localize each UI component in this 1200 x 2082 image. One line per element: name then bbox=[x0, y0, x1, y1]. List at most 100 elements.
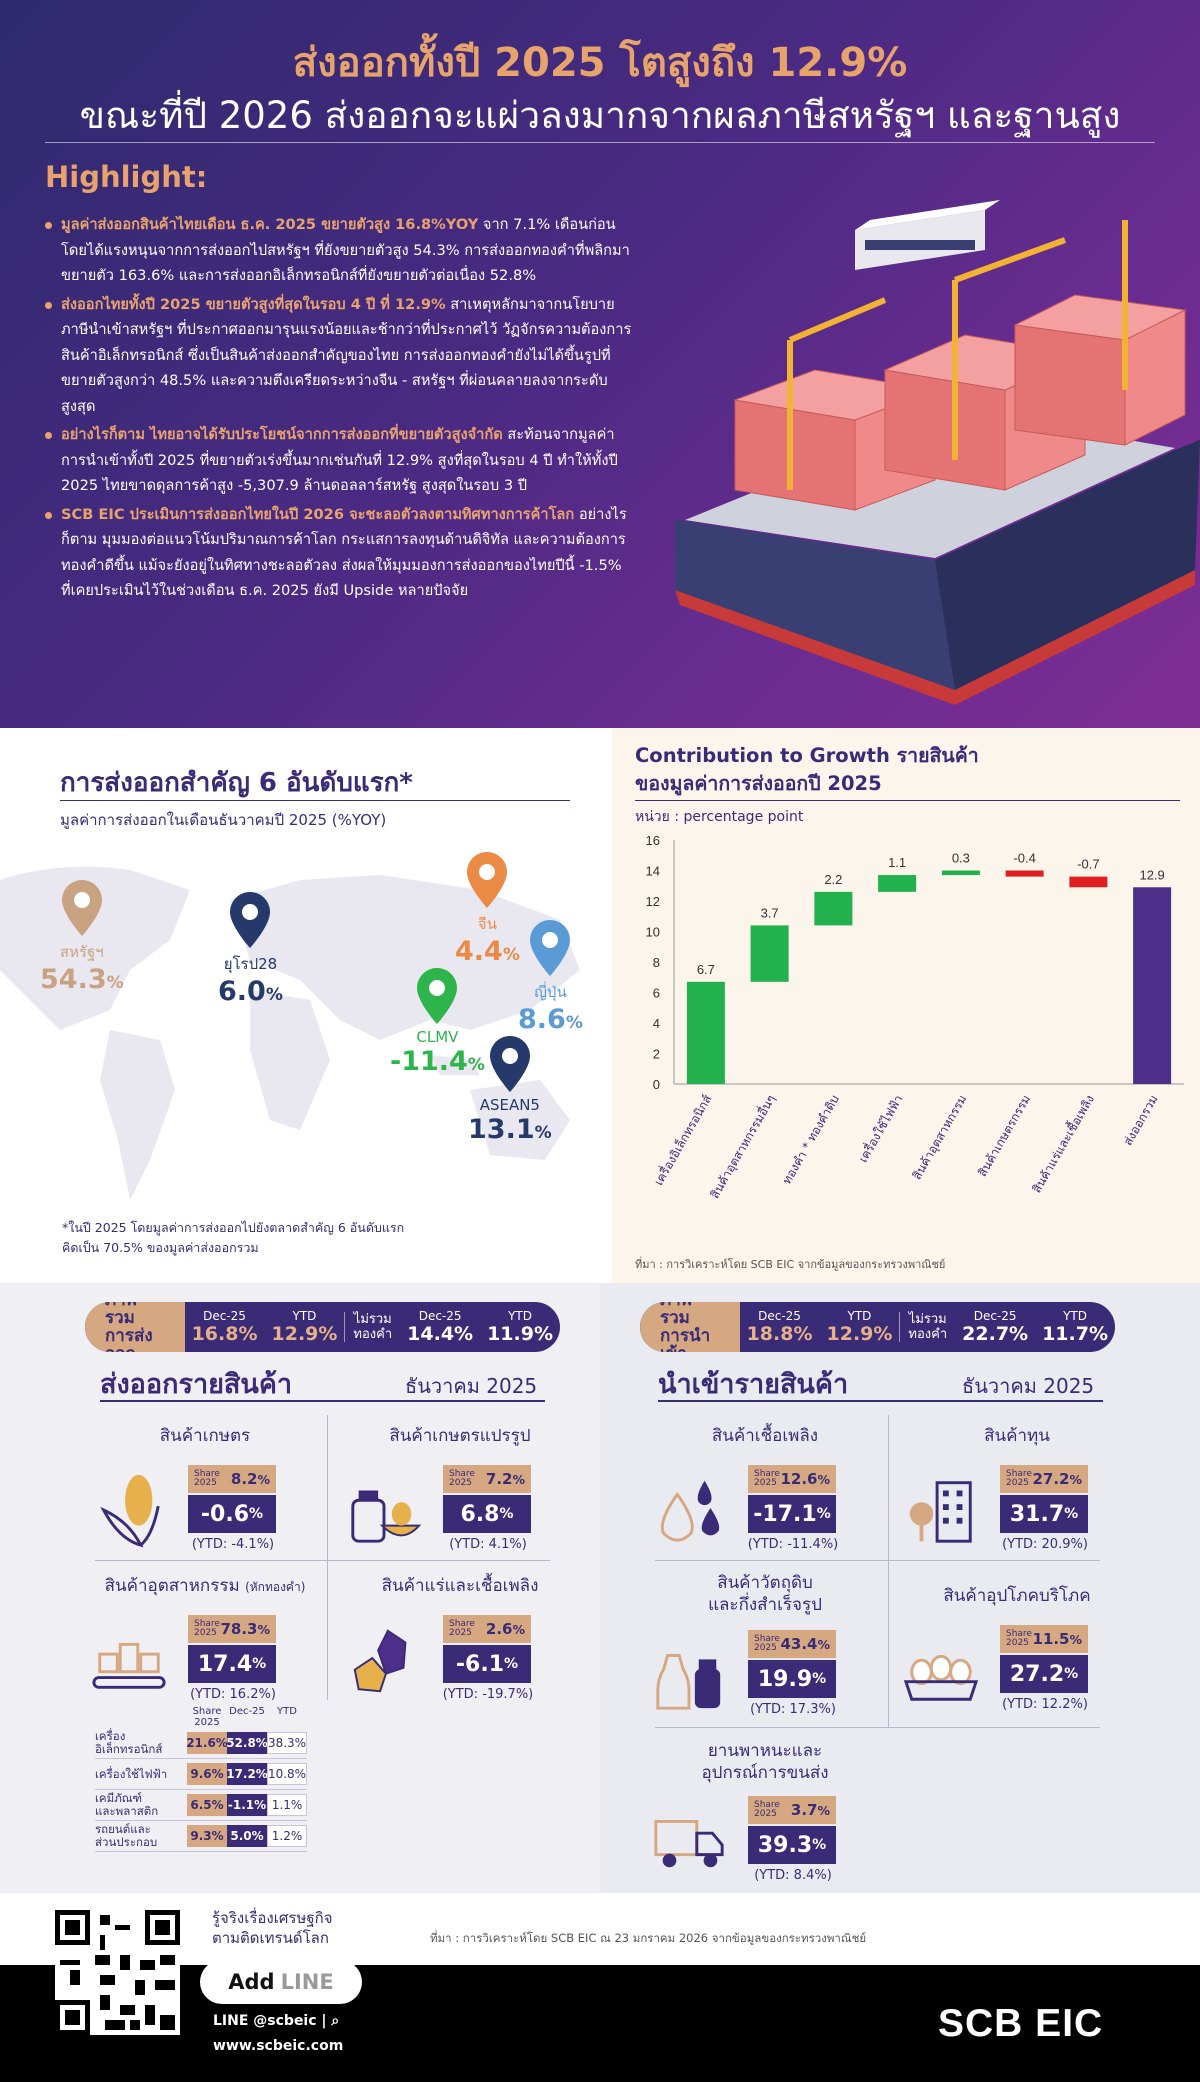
data-label: -0.7 bbox=[1077, 857, 1099, 872]
x-tick-label: เครื่องใช้ไฟฟ้า bbox=[854, 1092, 906, 1165]
data-label: 6.7 bbox=[697, 962, 715, 977]
waterfall-bar bbox=[878, 875, 917, 892]
top6-title: การส่งออกสำคัญ 6 อันดับแรก* bbox=[60, 768, 413, 798]
highlight-item: มูลค่าส่งออกสินค้าไทยเดือน ธ.ค. 2025 ขยา… bbox=[45, 212, 635, 289]
y-tick-label: 2 bbox=[653, 1047, 660, 1062]
exports-date: ธันวาคม 2025 bbox=[405, 1374, 538, 1398]
subtable-header: Share 2025 Dec-25 YTD bbox=[192, 1706, 297, 1728]
main-subtitle: ขณะที่ปี 2026 ส่งออกจะแผ่วลงมากจากผลภาษี… bbox=[79, 94, 1121, 137]
imports-divider bbox=[658, 1400, 1103, 1402]
waterfall-bar bbox=[814, 891, 853, 926]
waterfall-bar bbox=[1069, 876, 1108, 888]
contribution-title: Contribution to Growth รายสินค้า ของมูลค… bbox=[635, 744, 979, 795]
contribution-waterfall-chart: 0 2 4 6 8 10 12 14 16 6.7 เครื่องอิเล็กทรอนิกส์ 3.7… bbox=[646, 833, 1184, 1202]
imports-date: ธันวาคม 2025 bbox=[962, 1374, 1095, 1398]
map-pin-icon bbox=[489, 1036, 530, 1092]
market-pin-asean5: ASEAN5 13.1% bbox=[468, 1036, 552, 1145]
data-label: 1.1 bbox=[888, 855, 906, 870]
corn-icon bbox=[100, 1474, 160, 1548]
world-map bbox=[0, 866, 580, 1200]
exports-by-product-title: ส่งออกรายสินค้า bbox=[100, 1369, 293, 1400]
egg-tray-icon bbox=[903, 1654, 979, 1701]
map-pin-icon bbox=[530, 920, 571, 976]
y-tick-label: 8 bbox=[653, 955, 660, 970]
exports-grid-divider bbox=[95, 1560, 550, 1561]
map-pin-icon bbox=[230, 892, 271, 948]
data-label: 3.7 bbox=[761, 905, 779, 920]
x-tick-label: สินค้าเกษตรกรรม bbox=[975, 1093, 1033, 1180]
import-card-fuel: สินค้าเชื้อเพลิง Share 2025 12.6% -17.1% (… bbox=[640, 1425, 890, 1565]
building-icon bbox=[909, 1481, 972, 1543]
table-row: เครื่องใช้ไฟฟ้า 9.6% 17.2% 10.8% bbox=[95, 1759, 307, 1790]
data-label: 0.3 bbox=[952, 851, 970, 866]
y-tick-label: 12 bbox=[646, 894, 660, 909]
waterfall-bar bbox=[1005, 870, 1044, 877]
imports-grid-divider bbox=[655, 1560, 1100, 1561]
top6-footnote: *ในปี 2025 โดยมูลค่าการส่งออกไปยังตลาดสำ… bbox=[62, 1220, 405, 1255]
add-line-button[interactable]: Add LINE bbox=[200, 1960, 362, 2004]
crystal-rock-icon bbox=[353, 1629, 407, 1693]
imports-grid-divider bbox=[655, 1727, 1100, 1728]
export-card-agriculture: สินค้าเกษตร Share 2025 8.2% -0.6% (YTD: -4… bbox=[80, 1425, 330, 1565]
export-card-minerals-fuel: สินค้าแร่และเชื้อเพลิง Share 2025 2.6% -6.… bbox=[335, 1575, 585, 1715]
scb-eic-logo: SCB EIC bbox=[938, 2002, 1104, 2045]
highlight-item: ส่งออกไทยทั้งปี 2025 ขยายตัวสูงที่สุดในร… bbox=[45, 292, 635, 420]
waterfall-bar bbox=[686, 981, 725, 1084]
x-tick-label: เครื่องอิเล็กทรอนิกส์ bbox=[650, 1091, 715, 1188]
footer-source: ที่มา : การวิเคราะห์โดย SCB EIC ณ 23 มกร… bbox=[430, 1931, 867, 1945]
hero-section: ส่งออกทั้งปี 2025 โตสูงถึง 12.9% ขณะที่ป… bbox=[0, 0, 1200, 728]
y-tick-label: 6 bbox=[653, 986, 660, 1001]
waterfall-bar bbox=[1133, 887, 1172, 1084]
line-id[interactable]: LINE @scbeic | ⌕ bbox=[213, 2013, 340, 2029]
highlight-list: มูลค่าส่งออกสินค้าไทยเดือน ธ.ค. 2025 ขยา… bbox=[45, 212, 635, 607]
conveyor-boxes-icon bbox=[92, 1642, 166, 1689]
website-link[interactable]: www.scbeic.com bbox=[213, 2038, 344, 2054]
delivery-truck-icon bbox=[654, 1819, 724, 1868]
table-row: รถยนต์และ ส่วนประกอบ 9.3% 5.0% 1.2% bbox=[95, 1821, 307, 1852]
x-tick-label: สินค้าอุตสาหกรรม bbox=[910, 1093, 971, 1183]
x-tick-label: ทองคำ * ทองคำดิบ bbox=[780, 1093, 842, 1187]
market-pin-usa: สหรัฐฯ 54.3% bbox=[40, 880, 124, 995]
highlight-item: SCB EIC ประเมินการส่งออกไทยในปี 2026 จะช… bbox=[45, 502, 635, 604]
exports-divider bbox=[100, 1400, 545, 1402]
data-label: 12.9 bbox=[1139, 867, 1164, 882]
industrial-subtable: Share 2025 Dec-25 YTD เครื่อง อิเล็กทรอนิ… bbox=[95, 1706, 307, 1852]
data-label: 2.2 bbox=[824, 872, 842, 887]
y-tick-label: 4 bbox=[653, 1016, 660, 1031]
imports-panel bbox=[600, 1283, 1200, 1893]
top6-divider bbox=[60, 800, 570, 801]
y-tick-label: 16 bbox=[646, 833, 660, 848]
market-pin-japan: ญี่ปุ่น 8.6% bbox=[518, 920, 583, 1035]
main-title: ส่งออกทั้งปี 2025 โตสูงถึง 12.9% bbox=[292, 40, 908, 86]
exports-grid-divider bbox=[327, 1415, 328, 1700]
contribution-source: ที่มา : การวิเคราะห์โดย SCB EIC จากข้อมู… bbox=[635, 1258, 946, 1271]
oil-drops-icon bbox=[660, 1480, 720, 1542]
export-card-processed-agriculture: สินค้าเกษตรแปรรูป Share 2025 7.2% 6.8% (YT… bbox=[335, 1425, 585, 1565]
market-pin-china: จีน 4.4% bbox=[455, 852, 520, 967]
top6-subtitle: มูลค่าการส่งออกในเดือนธันวาคมปี 2025 (%Y… bbox=[60, 811, 387, 829]
contribution-unit: หน่วย : percentage point bbox=[635, 809, 804, 825]
data-label: -0.4 bbox=[1013, 851, 1035, 866]
market-pin-eu28: ยุโรป28 6.0% bbox=[218, 892, 283, 1007]
export-card-industrial: สินค้าอุตสาหกรรม (หักทองคำ) Share 2025 78.… bbox=[80, 1575, 330, 1715]
import-card-consumer: สินค้าอุปโภคบริโภค Share 2025 11.5% 27.2% … bbox=[892, 1585, 1142, 1725]
import-card-raw-materials: สินค้าวัตถุดิบ และกึ่งสำเร็จรูป Share 2025… bbox=[640, 1572, 890, 1732]
imports-grid-divider bbox=[888, 1415, 889, 1727]
x-tick-label: สินค้าอุตสาหกรรมอื่นๆ bbox=[706, 1092, 779, 1202]
table-row: เคมีภัณฑ์ และพลาสติก 6.5% -1.1% 1.1% bbox=[95, 1790, 307, 1821]
y-tick-label: 0 bbox=[653, 1077, 660, 1092]
qr-code-icon[interactable] bbox=[55, 1910, 180, 2035]
cargo-ship-illustration bbox=[675, 200, 1200, 705]
follow-tagline: รู้จริงเรื่องเศรษฐกิจ ตามติดเทรนด์โลก bbox=[212, 1909, 333, 1947]
import-card-vehicles: ยานพาหนะและ อุปกรณ์การขนส่ง Share 2025 3.7%… bbox=[640, 1740, 890, 1890]
x-tick-label: สินค้าแร่และเชื้อเพลิง bbox=[1028, 1092, 1097, 1196]
header-divider bbox=[45, 142, 1155, 143]
contribution-divider bbox=[635, 800, 1180, 801]
map-pin-icon bbox=[467, 852, 508, 908]
table-row: เครื่อง อิเล็กทรอนิกส์ 21.6% 52.8% 38.3% bbox=[95, 1728, 307, 1759]
market-pin-clmv: CLMV -11.4% bbox=[390, 968, 485, 1077]
highlight-item: อย่างไรก็ตาม ไทยอาจได้รับประโยชน์จากการส… bbox=[45, 422, 635, 499]
food-jar-icon bbox=[351, 1490, 422, 1543]
